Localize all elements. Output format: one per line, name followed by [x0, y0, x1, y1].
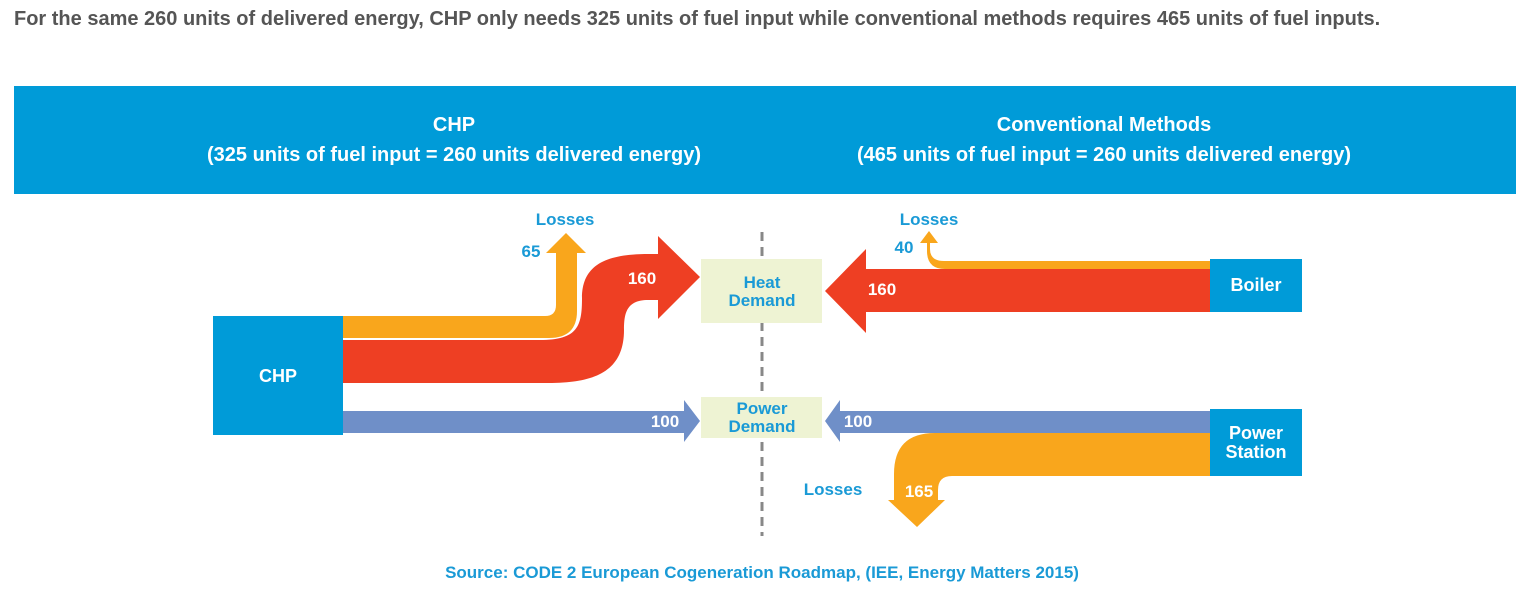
- heat-demand-box: [701, 259, 822, 323]
- source-caption: Source: CODE 2 European Cogeneration Roa…: [445, 563, 1079, 582]
- heat-demand-line2: Demand: [728, 291, 795, 310]
- station-losses-value: 165: [905, 482, 933, 501]
- power-demand-line1: Power: [736, 399, 787, 418]
- boiler-box: [1210, 259, 1302, 312]
- station-losses-label: Losses: [804, 480, 863, 499]
- intro-text: For the same 260 units of delivered ener…: [14, 8, 1381, 30]
- station-power-flow: [825, 400, 1211, 442]
- chp-header-subtitle: (325 units of fuel input = 260 units del…: [206, 144, 701, 166]
- conventional-header-subtitle: (465 units of fuel input = 260 units del…: [856, 144, 1351, 166]
- chp-heat-value: 160: [628, 269, 656, 288]
- power-station-line2: Station: [1226, 442, 1287, 462]
- conventional-header: Conventional Methods (465 units of fuel …: [764, 110, 1444, 170]
- chp-header-title: CHP: [432, 114, 476, 136]
- power-station-box: [1210, 409, 1302, 476]
- boiler-heat-value: 160: [868, 280, 896, 299]
- boiler-label: Boiler: [1230, 275, 1281, 295]
- boiler-losses-flow: [920, 231, 1211, 269]
- chp-losses-label: Losses: [536, 210, 595, 229]
- heat-demand-line1: Heat: [744, 273, 781, 292]
- header-banner: CHP (325 units of fuel input = 260 units…: [14, 86, 1516, 194]
- station-power-value: 100: [844, 412, 872, 431]
- chp-losses-value: 65: [522, 242, 541, 261]
- power-demand-line2: Demand: [728, 417, 795, 436]
- chp-power-value: 100: [651, 412, 679, 431]
- chp-source-box: [213, 316, 343, 435]
- chp-header: CHP (325 units of fuel input = 260 units…: [154, 110, 754, 170]
- chp-source-label: CHP: [259, 366, 297, 386]
- chp-heat-flow: [342, 236, 700, 383]
- conventional-header-title: Conventional Methods: [996, 114, 1212, 136]
- chp-power-flow: [342, 400, 700, 442]
- boiler-losses-label: Losses: [900, 210, 959, 229]
- boiler-heat-flow: [825, 249, 1211, 333]
- power-demand-box: [701, 397, 822, 438]
- boiler-losses-value: 40: [895, 238, 914, 257]
- chp-losses-flow: [342, 233, 586, 338]
- power-station-line1: Power: [1229, 423, 1283, 443]
- station-losses-flow: [888, 433, 1211, 527]
